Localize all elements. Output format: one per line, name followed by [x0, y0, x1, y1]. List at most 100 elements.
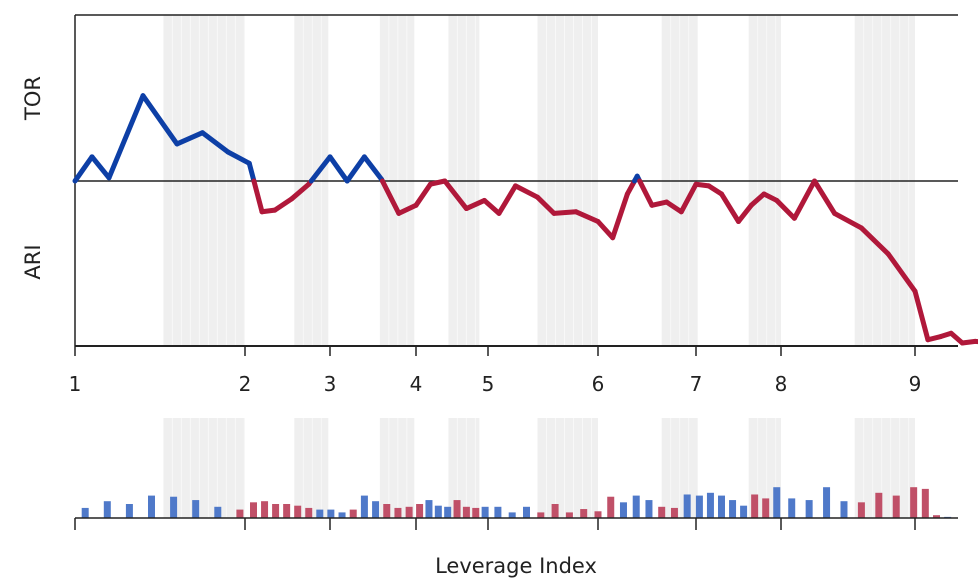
line-segment-negative	[396, 202, 419, 216]
bar-20	[383, 504, 391, 518]
bar-63	[933, 515, 940, 518]
bar-x-ticks	[74, 518, 916, 530]
line-segment-negative	[791, 178, 817, 221]
line-segment-negative	[413, 181, 433, 208]
bar-19	[372, 501, 380, 518]
bar-58	[857, 502, 865, 518]
bar-3	[148, 495, 155, 518]
line-segment-positive	[140, 93, 180, 147]
bar-12	[294, 505, 302, 518]
bar-22	[405, 506, 413, 518]
line-segment-positive	[72, 154, 95, 184]
bar-45	[683, 494, 691, 518]
bar-39	[607, 496, 615, 518]
bar-5	[192, 500, 200, 518]
bar-29	[472, 507, 480, 518]
bar-0	[81, 507, 89, 518]
line-segment-negative	[649, 199, 670, 208]
shaded-region-bars-4	[537, 418, 598, 518]
line-segment-positive	[361, 154, 385, 182]
line-segment-positive	[174, 130, 205, 147]
bar-60	[892, 495, 900, 518]
shaded-region-bars-7	[854, 418, 915, 518]
line-segment-negative	[719, 191, 741, 224]
bar-2	[125, 504, 133, 518]
line-segment-positive	[344, 154, 367, 184]
bar-51	[751, 494, 759, 518]
main-series-lines	[72, 93, 978, 346]
bar-41	[632, 495, 640, 518]
shaded-region-bars-3	[448, 418, 480, 518]
bar-23	[416, 504, 424, 518]
bar-16	[338, 512, 346, 518]
line-segment-negative	[289, 181, 312, 202]
bar-59	[875, 492, 883, 518]
bar-26	[444, 506, 452, 518]
line-segment-negative	[535, 194, 557, 216]
line-segment-positive	[106, 93, 146, 181]
bar-42	[645, 500, 653, 518]
bar-57	[840, 501, 848, 518]
bar-47	[706, 492, 714, 518]
line-segment-negative	[573, 209, 601, 224]
line-segment-negative	[513, 183, 540, 200]
bar-52	[762, 498, 770, 518]
main-x-tick-labels: 1 2 3 4 5 6 7 8 9	[69, 372, 922, 396]
line-segment-negative	[812, 178, 838, 216]
bar-30	[481, 506, 489, 518]
bar-14	[316, 509, 324, 518]
line-segment-negative	[774, 197, 797, 221]
bar-1	[103, 501, 111, 518]
bar-48	[718, 495, 725, 518]
bar-24	[425, 500, 433, 518]
bar-32	[508, 512, 516, 518]
x-tick-label-8: 8	[775, 372, 788, 396]
x-tick-label-6: 6	[592, 372, 605, 396]
line-segment-negative	[610, 191, 630, 241]
bar-38	[594, 511, 602, 518]
x-tick-label-4: 4	[410, 372, 423, 396]
bar-53	[773, 487, 781, 518]
x-tick-label-1: 1	[69, 372, 82, 396]
line-segment-negative	[858, 225, 891, 257]
line-segment-positive	[225, 149, 252, 166]
bar-4	[170, 496, 178, 518]
line-segment-negative	[885, 251, 918, 294]
line-segment-negative	[379, 178, 402, 216]
x-tick-label-2: 2	[239, 372, 252, 396]
y-label-bottom: ARI	[21, 244, 45, 279]
line-segment-negative	[595, 219, 616, 241]
bar-61	[910, 487, 918, 518]
bar-series	[81, 487, 952, 518]
line-segment-negative	[481, 197, 502, 216]
line-segment-negative	[551, 209, 579, 216]
bar-50	[740, 505, 748, 518]
bar-35	[551, 504, 559, 518]
bar-43	[658, 506, 666, 518]
bar-46	[695, 495, 703, 518]
bar-56	[823, 487, 831, 518]
line-segment-positive	[327, 154, 350, 184]
bar-15	[327, 509, 335, 518]
bar-49	[729, 500, 737, 518]
bar-44	[670, 507, 678, 518]
line-segment-negative	[678, 181, 699, 215]
bar-6	[214, 506, 222, 518]
line-segment-negative	[637, 178, 655, 208]
bar-9	[261, 501, 269, 518]
line-segment-negative	[706, 183, 724, 197]
bar-25	[434, 505, 442, 518]
x-tick-label-5: 5	[482, 372, 495, 396]
bar-28	[462, 506, 470, 518]
line-segment-positive	[89, 154, 112, 181]
main-x-ticks	[74, 346, 916, 356]
bar-18	[360, 495, 368, 518]
x-axis-label: Leverage Index	[435, 554, 597, 578]
line-segment-negative	[912, 288, 931, 343]
line-segment-negative	[442, 178, 469, 212]
bar-62	[921, 488, 929, 518]
x-tick-label-9: 9	[909, 372, 922, 396]
bar-11	[283, 504, 291, 518]
bar-40	[619, 502, 627, 518]
